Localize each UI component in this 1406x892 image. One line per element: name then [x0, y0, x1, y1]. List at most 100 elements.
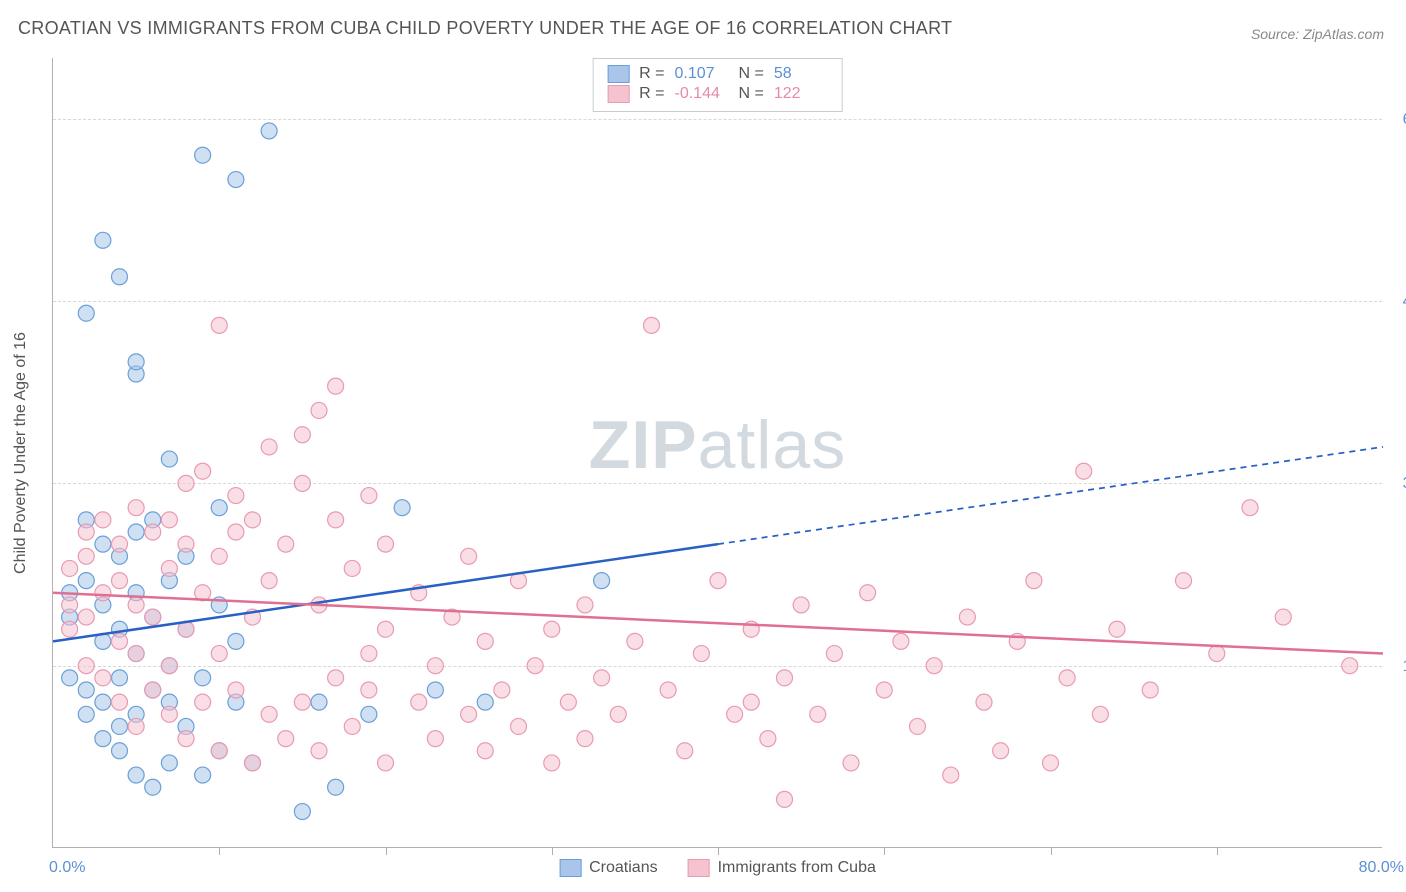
scatter-point: [1275, 609, 1291, 625]
scatter-point: [361, 706, 377, 722]
scatter-point: [1176, 573, 1192, 589]
scatter-point: [477, 694, 493, 710]
scatter-point: [161, 755, 177, 771]
scatter-point: [477, 633, 493, 649]
scatter-point: [161, 658, 177, 674]
legend-label: Immigrants from Cuba: [718, 859, 876, 877]
scatter-point: [727, 706, 743, 722]
scatter-point: [394, 500, 410, 516]
bottom-legend: Croatians Immigrants from Cuba: [559, 859, 876, 877]
scatter-point: [161, 451, 177, 467]
scatter-point: [461, 706, 477, 722]
scatter-point: [112, 573, 128, 589]
scatter-point: [1092, 706, 1108, 722]
scatter-point: [477, 743, 493, 759]
scatter-point: [128, 354, 144, 370]
scatter-point: [95, 512, 111, 528]
scatter-point: [311, 694, 327, 710]
scatter-point: [1142, 682, 1158, 698]
x-tick: [386, 847, 387, 855]
scatter-point: [660, 682, 676, 698]
scatter-point: [145, 609, 161, 625]
scatter-point: [843, 755, 859, 771]
x-tick: [1217, 847, 1218, 855]
scatter-point: [78, 548, 94, 564]
scatter-point: [294, 694, 310, 710]
r-value: -0.144: [675, 85, 729, 103]
scatter-point: [627, 633, 643, 649]
y-tick-label: 30.0%: [1403, 475, 1406, 493]
scatter-point: [145, 682, 161, 698]
scatter-point: [95, 585, 111, 601]
scatter-point: [261, 123, 277, 139]
scatter-point: [228, 488, 244, 504]
r-label: R =: [639, 65, 664, 83]
scatter-point: [145, 779, 161, 795]
scatter-point: [577, 731, 593, 747]
scatter-point: [128, 597, 144, 613]
stats-box: R =0.107N =58R =-0.144N =122: [592, 58, 843, 112]
scatter-point: [195, 767, 211, 783]
stats-swatch: [607, 65, 629, 83]
legend-item: Croatians: [559, 859, 657, 877]
scatter-point: [1342, 658, 1358, 674]
scatter-point: [294, 804, 310, 820]
scatter-point: [261, 439, 277, 455]
scatter-point: [195, 463, 211, 479]
scatter-point: [62, 560, 78, 576]
x-tick: [884, 847, 885, 855]
scatter-point: [128, 646, 144, 662]
scatter-point: [378, 536, 394, 552]
scatter-point: [344, 718, 360, 734]
scatter-point: [378, 621, 394, 637]
scatter-point: [161, 512, 177, 528]
scatter-point: [328, 670, 344, 686]
scatter-point: [178, 731, 194, 747]
scatter-point: [112, 536, 128, 552]
scatter-point: [910, 718, 926, 734]
scatter-point: [793, 597, 809, 613]
scatter-point: [826, 646, 842, 662]
scatter-point: [876, 682, 892, 698]
scatter-point: [411, 694, 427, 710]
scatter-point: [328, 779, 344, 795]
scatter-point: [594, 670, 610, 686]
scatter-point: [112, 718, 128, 734]
scatter-point: [677, 743, 693, 759]
scatter-point: [760, 731, 776, 747]
scatter-point: [245, 512, 261, 528]
scatter-point: [777, 670, 793, 686]
scatter-point: [95, 232, 111, 248]
scatter-point: [311, 402, 327, 418]
scatter-point: [361, 682, 377, 698]
scatter-point: [993, 743, 1009, 759]
scatter-point: [78, 305, 94, 321]
scatter-point: [544, 621, 560, 637]
scatter-point: [427, 682, 443, 698]
y-tick-label: 45.0%: [1403, 293, 1406, 311]
scatter-point: [62, 670, 78, 686]
scatter-point: [610, 706, 626, 722]
scatter-point: [195, 694, 211, 710]
scatter-point: [245, 755, 261, 771]
scatter-point: [228, 524, 244, 540]
scatter-point: [710, 573, 726, 589]
scatter-point: [112, 633, 128, 649]
scatter-point: [211, 743, 227, 759]
n-value: 122: [774, 85, 828, 103]
scatter-point: [494, 682, 510, 698]
scatter-point: [211, 500, 227, 516]
scatter-point: [62, 597, 78, 613]
scatter-point: [195, 147, 211, 163]
regression-line-extrapolated: [718, 447, 1383, 544]
scatter-point: [743, 694, 759, 710]
scatter-point: [427, 731, 443, 747]
scatter-point: [161, 706, 177, 722]
scatter-point: [527, 658, 543, 674]
legend-swatch: [559, 859, 581, 877]
scatter-point: [1059, 670, 1075, 686]
source-label: Source: ZipAtlas.com: [1251, 26, 1384, 42]
scatter-point: [926, 658, 942, 674]
scatter-point: [278, 731, 294, 747]
x-tick: [1051, 847, 1052, 855]
